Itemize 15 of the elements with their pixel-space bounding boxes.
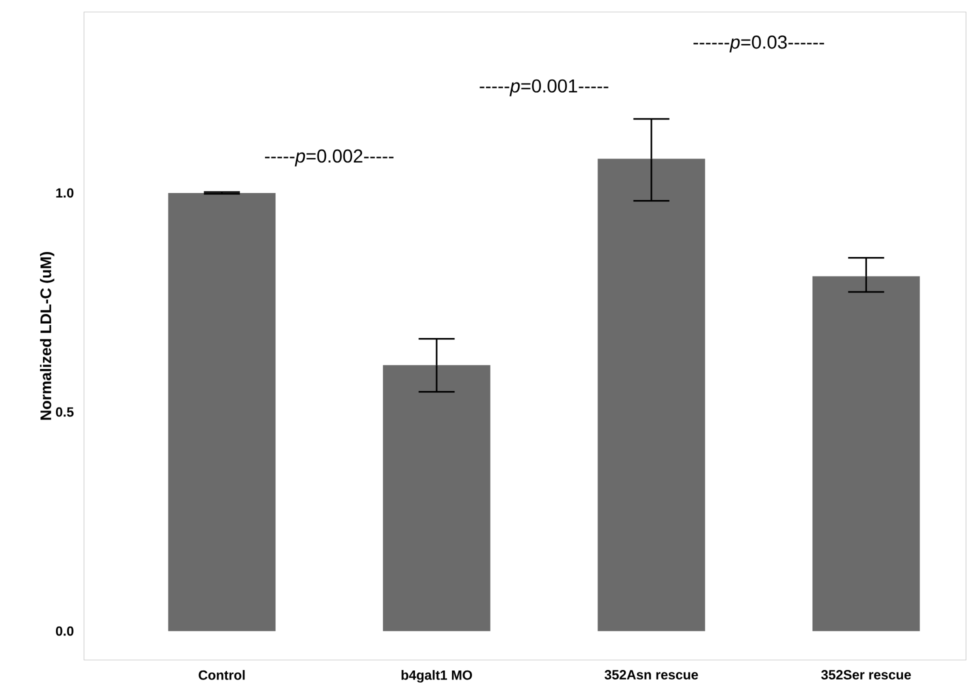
x-tick-label: b4galt1 MO [402,670,472,683]
bar [812,276,920,632]
y-tick-label: 0.5 [56,407,74,417]
annotation: -----p=0.002----- [265,149,394,166]
y-tick-label: 0.0 [56,626,74,636]
annotation: -----p=0.001----- [480,79,608,96]
y-axis-title: Normalized LDL-C (uM) [40,252,54,420]
annotation: ------p=0.03------ [694,36,824,52]
x-tick-label: 352Asn rescue [604,670,698,680]
bar [598,158,706,632]
y-tick-label: 1.0 [56,188,74,198]
bar [382,365,490,632]
x-tick-label: 352Ser rescue [821,670,911,680]
bar [168,192,276,632]
x-tick-label: Control [198,670,245,680]
